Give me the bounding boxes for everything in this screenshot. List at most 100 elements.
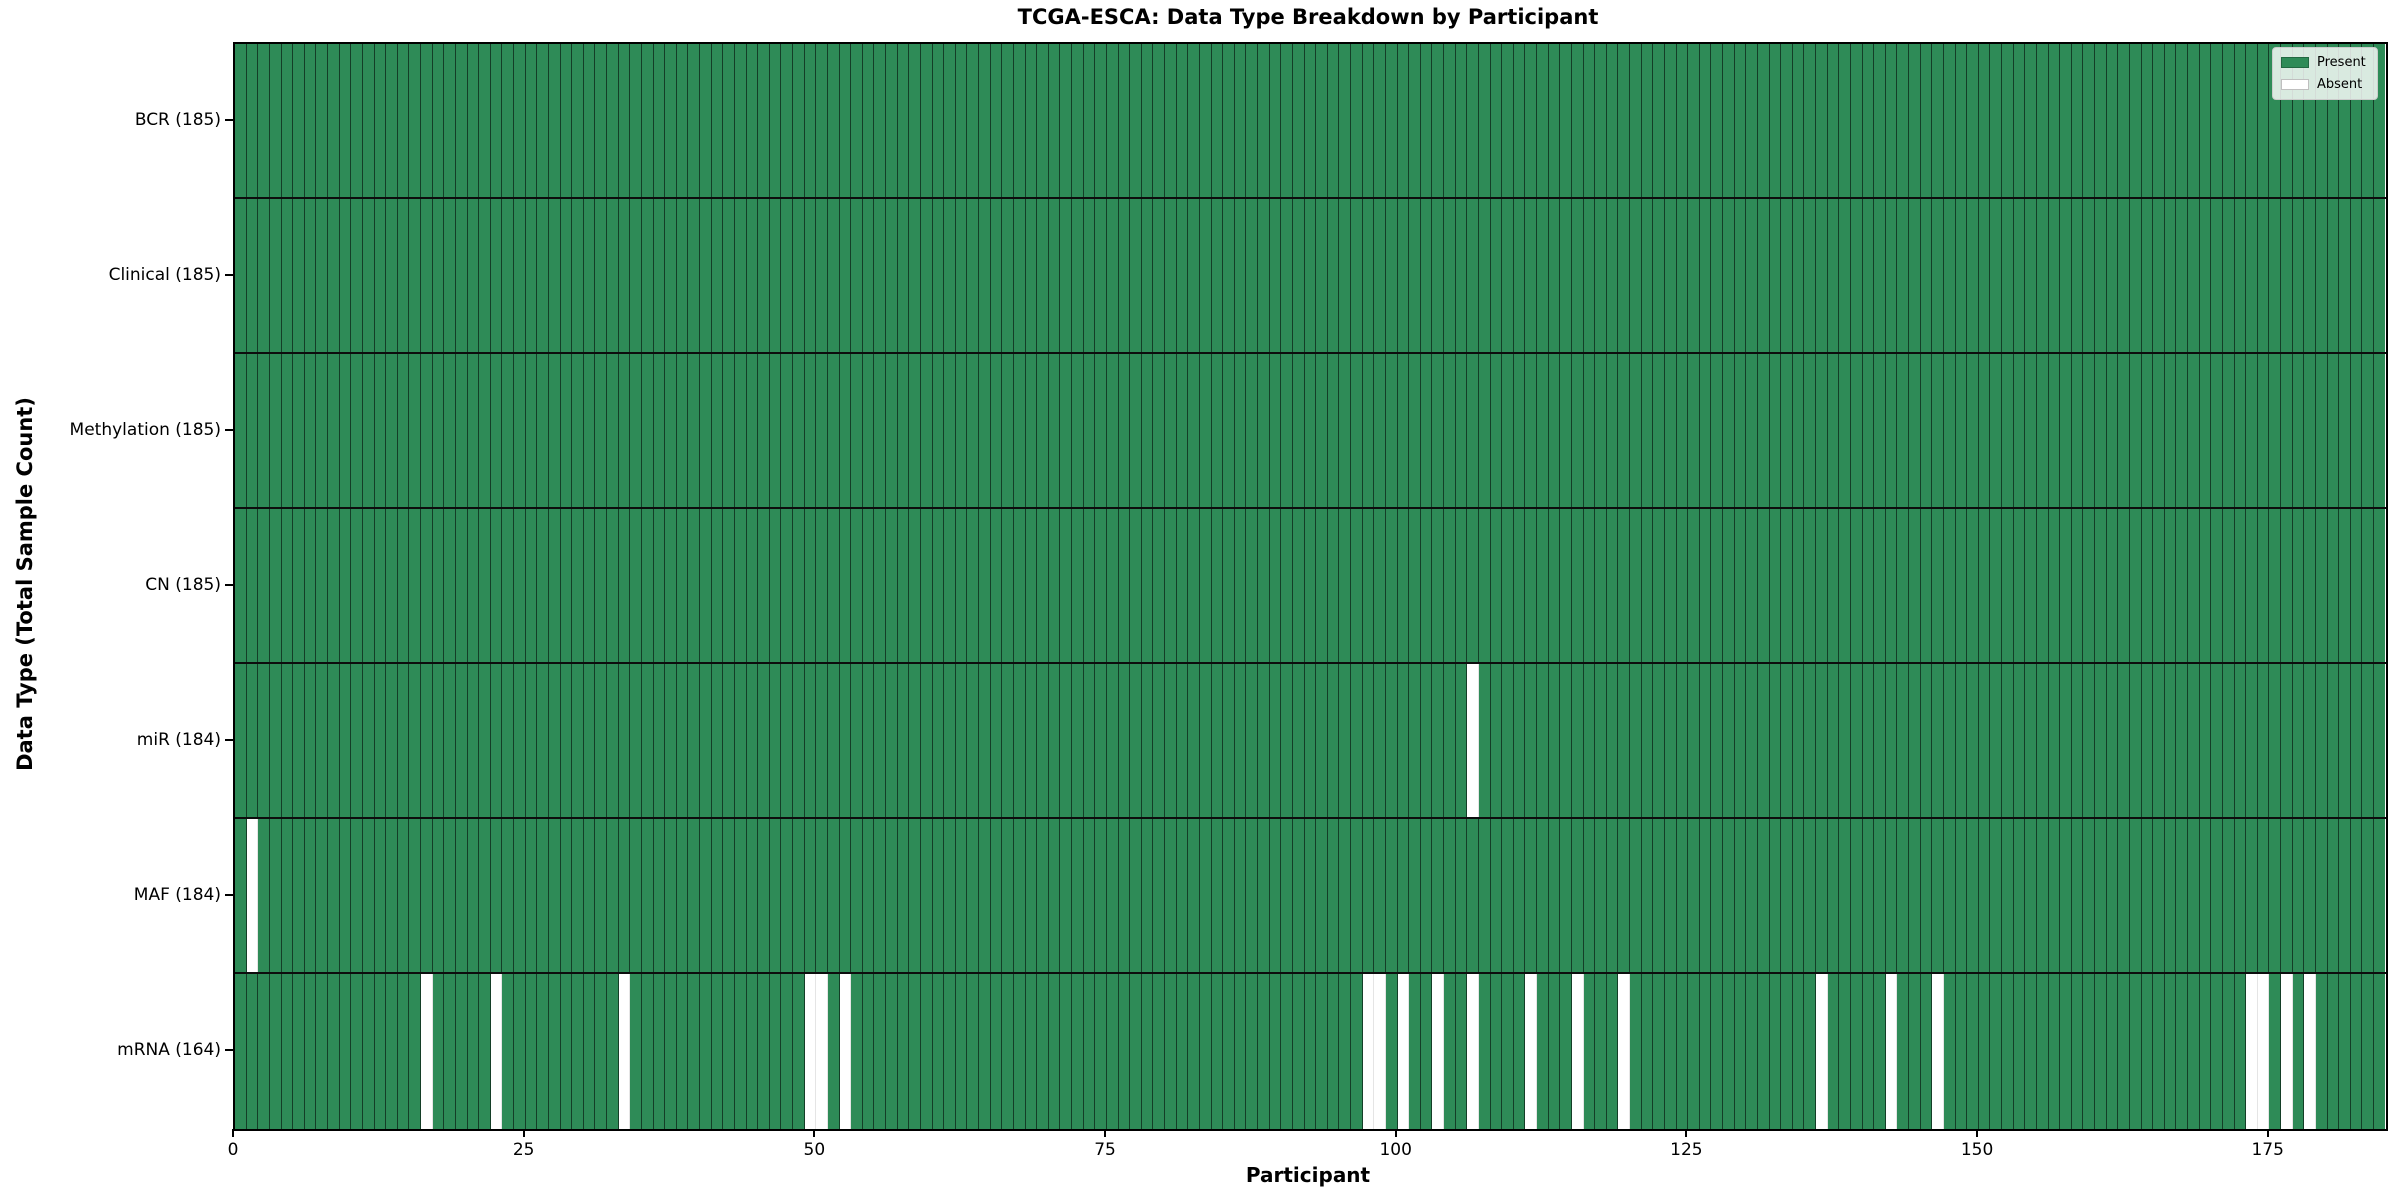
present-cell-mRNA-66 [1002, 974, 1014, 1129]
present-cell-Clinical-44 [746, 199, 759, 352]
present-cell-CN-90 [1281, 509, 1293, 662]
present-cell-mRNA-137 [1827, 974, 1840, 1129]
y-tick-mark-miR [225, 738, 233, 741]
present-cell-MAF-178 [2304, 819, 2316, 972]
present-cell-miR-153 [2013, 664, 2026, 817]
present-cell-BCR-41 [711, 44, 724, 197]
present-cell-mRNA-157 [2060, 974, 2072, 1129]
present-cell-miR-60 [932, 664, 945, 817]
present-cell-MAF-105 [1455, 819, 1468, 972]
present-cell-Methylation-144 [1909, 354, 1921, 507]
legend-swatch-present [2281, 57, 2309, 68]
present-cell-BCR-128 [1723, 44, 1735, 197]
present-cell-miR-68 [1025, 664, 1038, 817]
present-cell-Methylation-76 [1118, 354, 1131, 507]
present-cell-Methylation-122 [1653, 354, 1665, 507]
present-cell-MAF-107 [1478, 819, 1491, 972]
present-cell-CN-54 [862, 509, 875, 662]
present-cell-MAF-50 [816, 819, 828, 972]
y-axis-label: Data Type (Total Sample Count) [13, 397, 37, 771]
present-cell-MAF-93 [1316, 819, 1328, 972]
present-cell-Clinical-133 [1781, 199, 1793, 352]
present-cell-Methylation-31 [595, 354, 607, 507]
present-cell-miR-88 [1258, 664, 1270, 817]
present-cell-Methylation-178 [2304, 354, 2316, 507]
present-cell-Clinical-102 [1420, 199, 1433, 352]
present-cell-MAF-45 [758, 819, 770, 972]
present-cell-MAF-158 [2071, 819, 2084, 972]
y-tick-label-miR: miR (184) [136, 729, 221, 750]
present-cell-MAF-64 [979, 819, 991, 972]
present-cell-mRNA-129 [1734, 974, 1747, 1129]
present-cell-Clinical-126 [1699, 199, 1712, 352]
present-cell-Clinical-42 [723, 199, 735, 352]
present-cell-mRNA-107 [1478, 974, 1491, 1129]
present-cell-CN-47 [781, 509, 793, 662]
present-cell-Methylation-109 [1502, 354, 1514, 507]
present-cell-miR-183 [2362, 664, 2374, 817]
present-cell-mRNA-38 [676, 974, 689, 1129]
present-cell-Clinical-163 [2129, 199, 2142, 352]
present-cell-CN-43 [734, 509, 747, 662]
present-cell-BCR-82 [1188, 44, 1200, 197]
present-cell-Clinical-176 [2281, 199, 2293, 352]
present-cell-CN-161 [2106, 509, 2119, 662]
present-cell-MAF-53 [851, 819, 863, 972]
present-cell-Clinical-183 [2362, 199, 2374, 352]
present-cell-mRNA-63 [967, 974, 979, 1129]
present-cell-BCR-56 [886, 44, 898, 197]
present-cell-MAF-75 [1106, 819, 1119, 972]
present-cell-mRNA-51 [827, 974, 840, 1129]
present-cell-Clinical-15 [409, 199, 421, 352]
present-cell-MAF-85 [1223, 819, 1235, 972]
present-cell-mRNA-158 [2071, 974, 2084, 1129]
present-cell-miR-25 [525, 664, 538, 817]
x-tick-mark-50 [813, 1129, 816, 1137]
present-cell-mRNA-54 [862, 974, 875, 1129]
present-cell-Methylation-77 [1130, 354, 1142, 507]
present-cell-CN-51 [827, 509, 840, 662]
present-cell-Methylation-158 [2071, 354, 2084, 507]
present-cell-MAF-115 [1571, 819, 1584, 972]
present-cell-MAF-156 [2048, 819, 2061, 972]
present-cell-Clinical-129 [1734, 199, 1747, 352]
present-cell-Methylation-103 [1432, 354, 1444, 507]
present-cell-Clinical-77 [1130, 199, 1142, 352]
present-cell-miR-164 [2141, 664, 2154, 817]
present-cell-MAF-132 [1769, 819, 1782, 972]
present-cell-Clinical-24 [514, 199, 526, 352]
present-cell-MAF-30 [583, 819, 596, 972]
present-cell-MAF-127 [1711, 819, 1723, 972]
present-cell-Methylation-10 [351, 354, 363, 507]
present-cell-BCR-137 [1827, 44, 1840, 197]
present-cell-CN-91 [1292, 509, 1305, 662]
present-cell-Clinical-29 [572, 199, 584, 352]
present-cell-Methylation-4 [281, 354, 294, 507]
present-cell-Clinical-171 [2222, 199, 2235, 352]
legend-label-present: Present [2317, 55, 2366, 70]
present-cell-MAF-157 [2060, 819, 2072, 972]
present-cell-MAF-131 [1757, 819, 1770, 972]
present-cell-CN-178 [2304, 509, 2316, 662]
present-cell-miR-49 [804, 664, 817, 817]
present-cell-miR-86 [1234, 664, 1247, 817]
legend-swatch-absent [2281, 79, 2309, 90]
present-cell-Clinical-94 [1327, 199, 1340, 352]
present-cell-CN-145 [1920, 509, 1933, 662]
present-cell-CN-46 [769, 509, 782, 662]
present-cell-MAF-176 [2281, 819, 2293, 972]
present-cell-BCR-42 [723, 44, 735, 197]
present-cell-Clinical-34 [630, 199, 642, 352]
present-cell-MAF-88 [1258, 819, 1270, 972]
present-cell-mRNA-29 [572, 974, 584, 1129]
present-cell-Methylation-58 [909, 354, 921, 507]
present-cell-mRNA-123 [1664, 974, 1677, 1129]
present-cell-mRNA-45 [758, 974, 770, 1129]
present-cell-CN-67 [1013, 509, 1026, 662]
present-cell-BCR-177 [2292, 44, 2305, 197]
present-cell-MAF-144 [1909, 819, 1921, 972]
present-cell-Methylation-88 [1258, 354, 1270, 507]
present-cell-Methylation-179 [2315, 354, 2328, 507]
present-cell-BCR-60 [932, 44, 945, 197]
present-cell-Clinical-52 [839, 199, 852, 352]
